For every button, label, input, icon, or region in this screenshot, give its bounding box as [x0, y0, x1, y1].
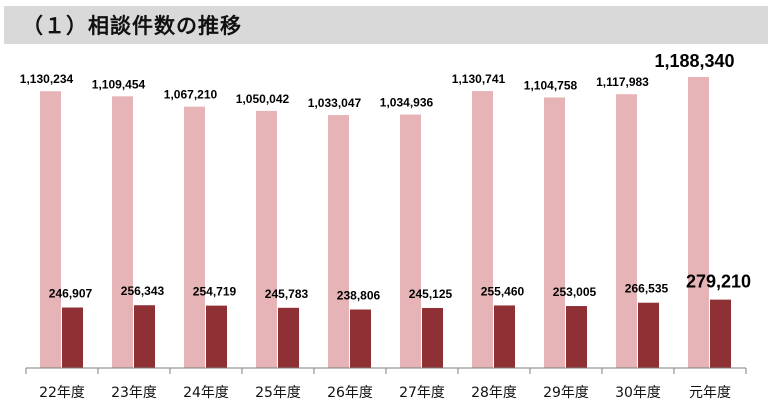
category-label-6: 28年度: [471, 385, 517, 401]
bar-series1-2: [184, 106, 205, 369]
data-label-series2-7: 253,005: [553, 285, 597, 299]
category-label-0: 22年度: [39, 385, 85, 401]
data-label-series2-1: 256,343: [121, 284, 165, 298]
bar-series2-1: [134, 305, 155, 368]
category-label-3: 25年度: [255, 385, 301, 401]
data-label-series2-3: 245,783: [265, 287, 309, 301]
category-label-2: 24年度: [183, 385, 229, 401]
bar-series2-7: [566, 306, 587, 368]
bar-series1-6: [472, 91, 493, 369]
data-label-series1-7: 1,104,758: [524, 78, 578, 92]
bar-series2-4: [350, 309, 371, 368]
bar-series1-7: [544, 97, 565, 368]
bar-series1-5: [400, 114, 421, 368]
data-label-series2-9: 279,210: [686, 272, 751, 292]
data-label-series1-5: 1,034,936: [380, 96, 434, 110]
data-label-series1-2: 1,067,210: [164, 88, 218, 102]
data-label-series2-4: 238,806: [337, 289, 381, 303]
category-label-5: 27年度: [399, 385, 445, 401]
data-label-series1-9: 1,188,340: [654, 51, 734, 71]
category-label-1: 23年度: [111, 385, 157, 401]
category-label-8: 30年度: [615, 385, 661, 401]
data-label-series2-8: 266,535: [625, 282, 669, 296]
bar-series1-4: [328, 115, 349, 368]
data-label-series1-6: 1,130,741: [452, 72, 506, 86]
bar-series2-6: [494, 305, 515, 368]
category-label-4: 26年度: [327, 385, 373, 401]
bar-series1-9: [688, 77, 709, 368]
category-label-7: 29年度: [543, 385, 589, 401]
data-label-series2-2: 254,719: [193, 285, 237, 299]
bar-series2-0: [62, 307, 83, 368]
bar-series2-2: [206, 305, 227, 368]
bar-series2-3: [278, 307, 299, 368]
bar-series1-8: [616, 94, 637, 369]
data-label-series1-4: 1,033,047: [308, 96, 362, 110]
data-label-series1-0: 1,130,234: [20, 72, 74, 86]
data-label-series2-0: 246,907: [49, 287, 93, 301]
bar-series1-0: [40, 91, 61, 368]
data-label-series1-1: 1,109,454: [92, 77, 146, 91]
chart-title-bar: （１）相談件数の推移: [4, 6, 768, 44]
category-label-9: 元年度: [689, 385, 731, 401]
bar-series1-1: [112, 96, 133, 368]
bar-series2-8: [638, 302, 659, 368]
data-label-series2-6: 255,460: [481, 284, 525, 298]
bar-series2-9: [710, 299, 731, 368]
bar-series1-3: [256, 110, 277, 368]
chart-title: （１）相談件数の推移: [22, 14, 242, 38]
data-label-series2-5: 245,125: [409, 287, 453, 301]
bar-series2-5: [422, 307, 443, 368]
data-label-series1-3: 1,050,042: [236, 92, 290, 106]
data-label-series1-8: 1,117,983: [596, 75, 649, 89]
